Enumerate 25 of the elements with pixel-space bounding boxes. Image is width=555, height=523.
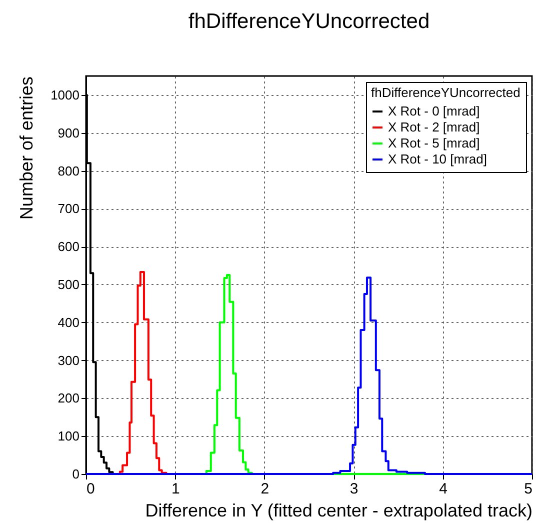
x-tick-label: 1 — [172, 480, 180, 498]
y-tick-label: 200 — [58, 390, 80, 406]
y-tick-label: 500 — [58, 276, 80, 292]
legend-title: fhDifferenceYUncorrected — [371, 85, 520, 100]
y-tick-label: 300 — [58, 352, 80, 368]
x-axis-title: Difference in Y (fitted center - extrapolated track) — [145, 500, 532, 520]
x-tick-label: 5 — [524, 480, 532, 498]
chart-title: fhDifferenceYUncorrected — [188, 10, 430, 33]
y-tick-label: 800 — [58, 163, 80, 178]
legend-label: X Rot - 10 [mrad] — [388, 152, 487, 166]
x-tick-label: 3 — [350, 480, 358, 498]
legend-label: X Rot - 0 [mrad] — [388, 104, 480, 118]
y-tick-label: 100 — [58, 428, 80, 444]
y-tick-label: 1000 — [50, 87, 80, 102]
x-tick-label: 4 — [439, 480, 448, 498]
y-axis-title: Number of entries — [16, 76, 37, 220]
legend-label: X Rot - 2 [mrad] — [388, 120, 480, 134]
y-tick-label: 0 — [72, 466, 80, 482]
legend-label: X Rot - 5 [mrad] — [388, 136, 480, 150]
y-tick-label: 700 — [58, 201, 80, 216]
y-tick-label: 400 — [58, 314, 80, 330]
x-tick-label: 0 — [86, 480, 95, 498]
y-tick-label: 900 — [58, 125, 80, 140]
y-tick-label: 600 — [58, 239, 80, 254]
x-tick-label: 2 — [260, 480, 270, 498]
